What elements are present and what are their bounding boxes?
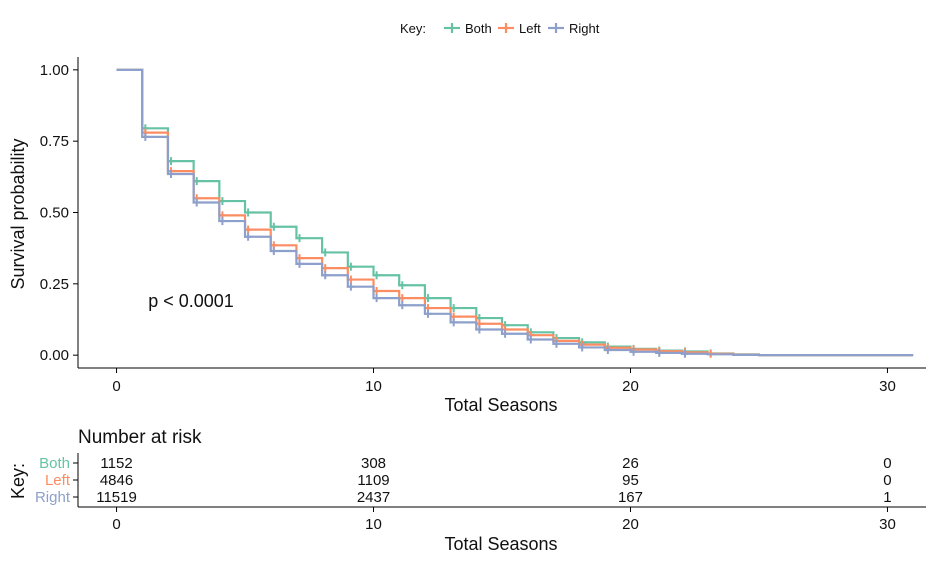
legend-items: Both Left Right [444, 21, 600, 36]
y-tick-label: 0.75 [40, 133, 69, 150]
x-tick-label: 20 [622, 378, 639, 395]
risk-cell: 26 [622, 455, 639, 472]
censor-mark [346, 262, 355, 271]
risk-axes: 0 10 20 30 [77, 453, 926, 533]
x-tick-label: 10 [365, 378, 382, 395]
risk-y-axis-title: Key: [8, 463, 28, 499]
risk-cell: 308 [361, 455, 386, 472]
legend: Key: Both Left Right [400, 21, 600, 36]
risk-row-label-both: Both [39, 455, 70, 472]
legend-label-both: Both [465, 21, 492, 36]
series-right [116, 68, 914, 358]
series-line-left [116, 68, 914, 357]
y-axis-title: Survival probability [8, 138, 28, 289]
censor-mark [346, 282, 355, 291]
main-series [116, 68, 914, 358]
risk-cell: 0 [883, 455, 891, 472]
x-axis-title: Total Seasons [444, 395, 557, 415]
censor-mark [655, 348, 664, 357]
y-tick-label: 0.25 [40, 276, 69, 293]
censor-mark [321, 248, 330, 257]
risk-row-label-right: Right [35, 489, 71, 506]
censor-mark [244, 232, 253, 241]
main-ticks: 0 10 20 30 0.00 0.25 0.50 0.75 1.00 [40, 62, 896, 395]
censor-mark [398, 281, 407, 290]
censor-mark [295, 259, 304, 268]
risk-cell: 4846 [100, 472, 133, 489]
censor-mark [372, 271, 381, 280]
x-tick-label: 0 [112, 378, 120, 395]
censor-mark [321, 271, 330, 280]
risk-x-tick-label: 0 [112, 516, 120, 533]
risk-x-tick-label: 10 [365, 516, 382, 533]
censor-mark [552, 339, 561, 348]
series-both [116, 68, 914, 358]
risk-cell: 0 [883, 472, 891, 489]
risk-x-tick-label: 20 [622, 516, 639, 533]
risk-cell: 2437 [357, 489, 390, 506]
series-line-both [116, 68, 914, 357]
p-value-annotation: p < 0.0001 [148, 291, 234, 311]
x-tick-label: 30 [879, 378, 896, 395]
legend-item-left: Left [498, 21, 541, 36]
series-left [116, 68, 914, 358]
censor-mark [218, 217, 227, 226]
risk-cell: 167 [618, 489, 643, 506]
risk-cell: 95 [622, 472, 639, 489]
censor-mark [372, 294, 381, 303]
series-line-right [116, 68, 914, 357]
legend-label-left: Left [519, 21, 541, 36]
risk-cell: 1 [883, 489, 891, 506]
censor-mark [501, 329, 510, 338]
censor-mark [398, 301, 407, 310]
risk-table-title: Number at risk [78, 427, 202, 448]
y-tick-label: 0.00 [40, 347, 69, 364]
legend-item-right: Right [548, 21, 600, 36]
censor-mark [526, 335, 535, 344]
y-tick-label: 1.00 [40, 62, 69, 79]
risk-row-label-left: Left [45, 472, 71, 489]
censor-mark [578, 343, 587, 352]
censor-mark [141, 132, 150, 141]
censor-mark [680, 349, 689, 358]
censor-mark [603, 346, 612, 355]
censor-mark [269, 222, 278, 231]
censor-mark [449, 318, 458, 327]
censor-mark [167, 169, 176, 178]
risk-x-tick-label: 30 [879, 516, 896, 533]
censor-mark [192, 198, 201, 207]
censor-mark [475, 325, 484, 334]
risk-cell: 1152 [100, 455, 132, 472]
y-tick-label: 0.50 [40, 205, 69, 222]
risk-x-axis-title: Total Seasons [444, 534, 557, 554]
survival-plot: 0 10 20 30 0.00 0.25 0.50 0.75 1.00 p < 0.0001 T… [8, 57, 926, 415]
censor-mark [244, 208, 253, 217]
risk-table: Number at risk 0 10 20 30 Both 1152 308 26 0Lef… [8, 427, 926, 554]
legend-label-right: Right [569, 21, 600, 36]
risk-cell: 11519 [96, 489, 137, 506]
censor-mark [423, 309, 432, 318]
risk-cells: Both 1152 308 26 0 Left 4846 1109 95 0 Right 11519 2… [35, 455, 892, 506]
censor-mark [295, 234, 304, 243]
legend-item-both: Both [444, 21, 492, 36]
risk-cell: 1109 [357, 472, 389, 489]
legend-title: Key: [400, 21, 426, 36]
censor-mark [269, 247, 278, 256]
censor-mark [629, 347, 638, 356]
